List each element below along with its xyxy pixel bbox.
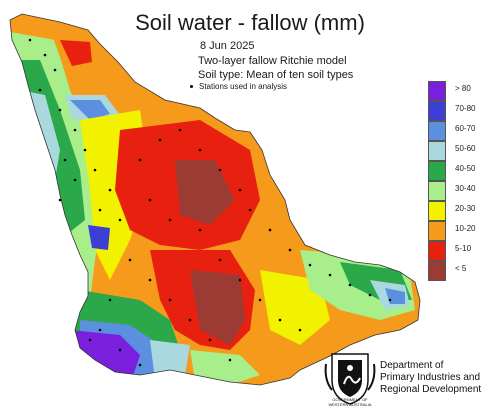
- legend-swatch: [428, 121, 446, 141]
- region-outline: [9, 13, 421, 386]
- station-dot: [238, 188, 242, 192]
- station-dot: [28, 38, 32, 42]
- station-dot: [128, 258, 132, 262]
- station-dot: [88, 338, 92, 342]
- station-dot: [63, 158, 67, 162]
- station-dot: [108, 188, 112, 192]
- station-dot: [198, 228, 202, 232]
- station-dot: [298, 328, 302, 332]
- dept-line2: Primary Industries and: [380, 372, 481, 383]
- station-dot: [198, 148, 202, 152]
- legend-item: 20-30: [428, 200, 494, 222]
- department-name: Department of Primary Industries and Reg…: [380, 360, 481, 396]
- station-dot: [228, 358, 232, 362]
- station-dot: [308, 263, 312, 267]
- stations-note: Stations used in analysis: [199, 82, 288, 91]
- station-dot: [118, 348, 122, 352]
- dept-line1: Department of: [380, 360, 444, 371]
- legend-swatch: [428, 221, 446, 241]
- government-label: GOVERNMENT OF WESTERN AUSTRALIA: [318, 397, 382, 407]
- station-dot: [98, 208, 102, 212]
- station-dot: [218, 258, 222, 262]
- station-dot: [368, 293, 372, 297]
- legend-item: < 5: [428, 260, 494, 282]
- station-dot: [168, 218, 172, 222]
- legend-item: 30-40: [428, 180, 494, 202]
- station-dot: [58, 108, 62, 112]
- station-dot: [108, 298, 112, 302]
- station-dot: [238, 278, 242, 282]
- dept-line3: Regional Development: [380, 384, 482, 395]
- legend-swatch: [428, 141, 446, 161]
- station-dots: [28, 38, 392, 367]
- legend-label: < 5: [455, 264, 467, 273]
- legend-label: > 80: [455, 84, 471, 93]
- legend-swatch: [428, 241, 446, 261]
- station-dot: [348, 283, 352, 287]
- legend-swatch: [428, 161, 446, 181]
- legend-label: 10-20: [455, 224, 476, 233]
- legend-swatch: [428, 201, 446, 221]
- station-dot: [43, 53, 47, 57]
- map-title: Soil water - fallow (mm): [135, 10, 365, 35]
- station-dot: [83, 148, 87, 152]
- legend-label: 50-60: [455, 144, 476, 153]
- stations-legend: Stations used in analysis: [190, 82, 287, 91]
- station-dot: [148, 278, 152, 282]
- station-dot: [138, 158, 142, 162]
- station-dot: [38, 88, 42, 92]
- station-dot: [73, 178, 77, 182]
- station-dot: [208, 338, 212, 342]
- model-label: Two-layer fallow Ritchie model: [198, 55, 347, 67]
- legend-item: 5-10: [428, 240, 494, 262]
- station-dot: [93, 168, 97, 172]
- station-dot: [168, 298, 172, 302]
- station-dot: [118, 218, 122, 222]
- station-dot: [388, 298, 392, 302]
- map-date: 8 Jun 2025: [200, 40, 255, 52]
- station-dot: [53, 68, 57, 72]
- station-dot: [148, 198, 152, 202]
- legend-label: 5-10: [455, 244, 472, 253]
- legend-swatch: [428, 181, 446, 201]
- station-dot: [268, 228, 272, 232]
- gov-line1: GOVERNMENT OF: [332, 397, 368, 402]
- legend-swatch: [428, 81, 446, 101]
- legend-item: 50-60: [428, 140, 494, 162]
- station-dot: [73, 128, 77, 132]
- legend-item: 70-80: [428, 100, 494, 122]
- legend-item: > 80: [428, 80, 494, 102]
- station-dot: [288, 248, 292, 252]
- legend-label: 40-50: [455, 164, 476, 173]
- legend-item: 10-20: [428, 220, 494, 242]
- station-dot: [178, 128, 182, 132]
- legend-item: 60-70: [428, 120, 494, 142]
- soil-type-label: Soil type: Mean of ten soil types: [198, 69, 354, 81]
- station-dot: [158, 138, 162, 142]
- government-crest-icon: [324, 353, 376, 405]
- station-dot: [258, 298, 262, 302]
- legend-label: 30-40: [455, 184, 476, 193]
- legend-swatch: [428, 261, 446, 281]
- legend-label: 70-80: [455, 104, 476, 113]
- gov-line2: WESTERN AUSTRALIA: [328, 402, 372, 407]
- legend-label: 60-70: [455, 124, 476, 133]
- station-dot: [58, 198, 62, 202]
- legend-swatch: [428, 101, 446, 121]
- station-dot-icon: [190, 85, 193, 89]
- station-dot: [138, 363, 142, 367]
- legend-label: 20-30: [455, 204, 476, 213]
- station-dot: [188, 318, 192, 322]
- station-dot: [248, 208, 252, 212]
- station-dot: [328, 273, 332, 277]
- station-dot: [278, 318, 282, 322]
- legend-item: 40-50: [428, 160, 494, 182]
- station-dot: [98, 328, 102, 332]
- station-dot: [218, 168, 222, 172]
